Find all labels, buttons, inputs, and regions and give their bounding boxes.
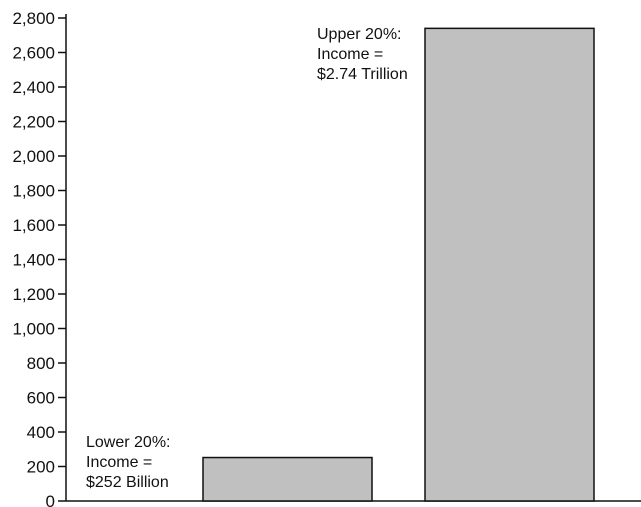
y-tick-label: 1,800 bbox=[12, 182, 55, 201]
y-tick-label: 0 bbox=[46, 492, 55, 507]
bars bbox=[202, 27, 595, 502]
y-tick-label: 800 bbox=[27, 354, 55, 373]
bar-annotation-line: Upper 20%: bbox=[317, 26, 402, 43]
y-tick-label: 2,000 bbox=[12, 147, 55, 166]
bar-annotation-line: $2.74 Trillion bbox=[317, 66, 408, 83]
bar bbox=[202, 456, 373, 502]
y-tick-label: 1,000 bbox=[12, 320, 55, 339]
plot-area: 0 200 400 600 800 1,000 1,200 1,400 1,600 1,800 2,… bbox=[12, 9, 641, 507]
bar bbox=[424, 27, 595, 502]
bar-annotation-line: Income = bbox=[86, 454, 152, 471]
y-tick-label: 1,400 bbox=[12, 251, 55, 270]
bar-annotation-line: $252 Billion bbox=[86, 474, 169, 491]
y-tick-label: 2,400 bbox=[12, 78, 55, 97]
y-axis-ticks: 0 200 400 600 800 1,000 1,200 1,400 1,600 1,800 2,… bbox=[12, 9, 66, 507]
y-tick-label: 2,600 bbox=[12, 44, 55, 63]
bar-annotation-line: Lower 20%: bbox=[86, 434, 171, 451]
y-tick-label: 2,200 bbox=[12, 113, 55, 132]
y-tick-label: 1,200 bbox=[12, 285, 55, 304]
bar-annotation-line: Income = bbox=[317, 46, 383, 63]
y-tick-label: 600 bbox=[27, 389, 55, 408]
y-tick-label: 1,600 bbox=[12, 216, 55, 235]
y-tick-label: 400 bbox=[27, 423, 55, 442]
y-tick-label: 200 bbox=[27, 458, 55, 477]
bar-annotations: Lower 20%: Income = $252 Billion Upper 20%:… bbox=[86, 26, 408, 491]
y-tick-label: 2,800 bbox=[12, 9, 55, 28]
